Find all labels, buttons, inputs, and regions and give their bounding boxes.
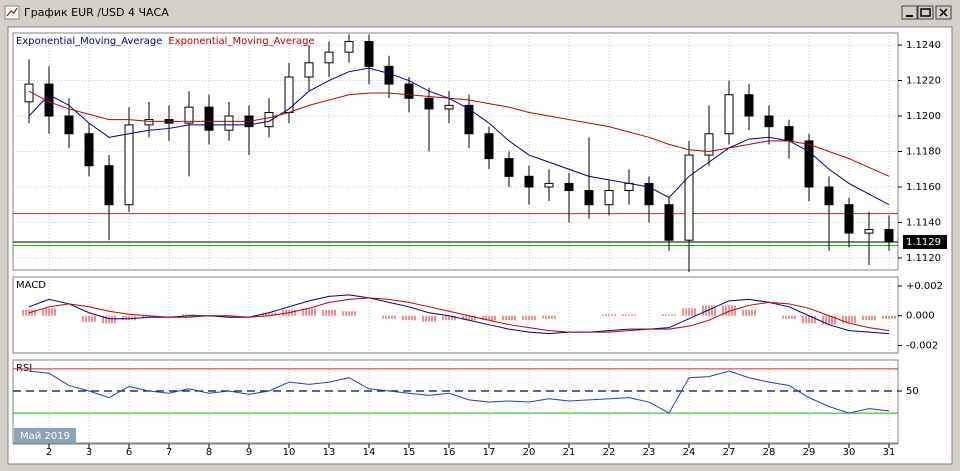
- ema-line: [28, 67, 890, 206]
- candle-body: [184, 106, 194, 124]
- y-tick-label: 1.1220: [906, 76, 941, 87]
- candle-body: [884, 229, 894, 243]
- x-tick-label: 15: [403, 447, 416, 458]
- candle-body: [504, 158, 514, 177]
- candle-body: [424, 97, 434, 110]
- y-tick-label: 1.1120: [906, 253, 941, 264]
- candle-body: [684, 154, 694, 241]
- x-tick-label: 9: [246, 447, 252, 458]
- candle-body: [64, 115, 74, 135]
- x-tick-label: 14: [363, 447, 376, 458]
- y-tick-label: 0.000: [906, 311, 935, 322]
- candle-body: [764, 115, 774, 128]
- candle-body: [344, 41, 354, 53]
- app-icon: [4, 5, 20, 20]
- x-tick-label: 27: [723, 447, 736, 458]
- legend-entry: Exponential_Moving_Average: [16, 36, 162, 47]
- x-tick-label: 21: [563, 447, 576, 458]
- candle-body: [524, 175, 534, 188]
- x-tick-label: 30: [843, 447, 856, 458]
- maximize-button[interactable]: [917, 5, 934, 20]
- y-tick-label: 50: [906, 386, 919, 397]
- y-tick-label: 1.1180: [906, 147, 941, 158]
- pane-title: MACD: [16, 280, 46, 291]
- x-tick-label: 3: [86, 447, 92, 458]
- candle-body: [304, 62, 314, 78]
- x-tick-label: 6: [126, 447, 132, 458]
- candle-body: [464, 104, 474, 135]
- candle-body: [544, 182, 554, 188]
- candle-body: [84, 133, 94, 167]
- x-tick-label: 23: [643, 447, 656, 458]
- candle-body: [104, 165, 114, 206]
- minimize-button[interactable]: [901, 5, 918, 20]
- candle-body: [364, 41, 374, 67]
- y-tick-label: +0.002: [906, 281, 943, 292]
- candle-body: [324, 51, 334, 64]
- candle-body: [224, 115, 234, 131]
- y-tick-label: 1.1140: [906, 217, 941, 228]
- x-tick-label: 2: [46, 447, 52, 458]
- candle-body: [744, 94, 754, 117]
- period-label: Май 2019: [20, 431, 70, 442]
- macd-line: [28, 297, 890, 333]
- y-tick-label: 1.1240: [906, 40, 941, 51]
- y-tick-label: -0.002: [906, 341, 938, 352]
- candle-body: [404, 83, 414, 99]
- close-button[interactable]: [935, 5, 952, 20]
- title-bar: [3, 3, 957, 22]
- candle-body: [724, 94, 734, 135]
- candle-body: [264, 111, 274, 128]
- x-tick-label: 10: [283, 447, 296, 458]
- candle-body: [444, 104, 454, 110]
- candle-body: [564, 182, 574, 192]
- y-tick-label: 1.1160: [906, 182, 941, 193]
- candle-body: [624, 182, 634, 192]
- candle-body: [204, 106, 214, 131]
- last-price-box: [903, 234, 947, 249]
- candle-body: [584, 190, 594, 206]
- candle-body: [864, 229, 874, 234]
- candle-body: [644, 182, 654, 206]
- candle-body: [784, 126, 794, 142]
- x-tick-label: 16: [443, 447, 456, 458]
- x-tick-label: 29: [803, 447, 816, 458]
- candle-body: [824, 186, 834, 206]
- x-tick-label: 17: [483, 447, 496, 458]
- ema-line: [28, 90, 890, 177]
- legend-entry: Exponential_Moving_Average: [168, 36, 314, 47]
- candle-body: [844, 204, 854, 234]
- last-price-label: 1.1129: [906, 237, 941, 248]
- candle-body: [284, 76, 294, 113]
- pane-frame: [12, 359, 899, 444]
- candle-body: [664, 204, 674, 241]
- candle-body: [384, 65, 394, 85]
- window-title: График EUR /USD 4 ЧАСА: [24, 6, 169, 19]
- rsi-line: [28, 370, 890, 414]
- x-tick-label: 7: [166, 447, 172, 458]
- app-icon-graph: [6, 7, 18, 17]
- candle-body: [144, 119, 154, 126]
- candle-body: [604, 190, 614, 206]
- y-tick-label: 1.1200: [906, 111, 941, 122]
- candle-body: [124, 124, 134, 206]
- x-tick-label: 20: [523, 447, 536, 458]
- x-tick-label: 31: [883, 447, 896, 458]
- x-tick-label: 28: [763, 447, 776, 458]
- period-box: [14, 428, 76, 443]
- candle-body: [804, 140, 814, 188]
- candle-body: [704, 133, 714, 156]
- x-tick-label: 24: [683, 447, 696, 458]
- x-tick-label: 13: [323, 447, 336, 458]
- pane-frame: [12, 276, 899, 354]
- x-tick-label: 22: [603, 447, 616, 458]
- candle-body: [484, 133, 494, 160]
- x-tick-label: 8: [206, 447, 212, 458]
